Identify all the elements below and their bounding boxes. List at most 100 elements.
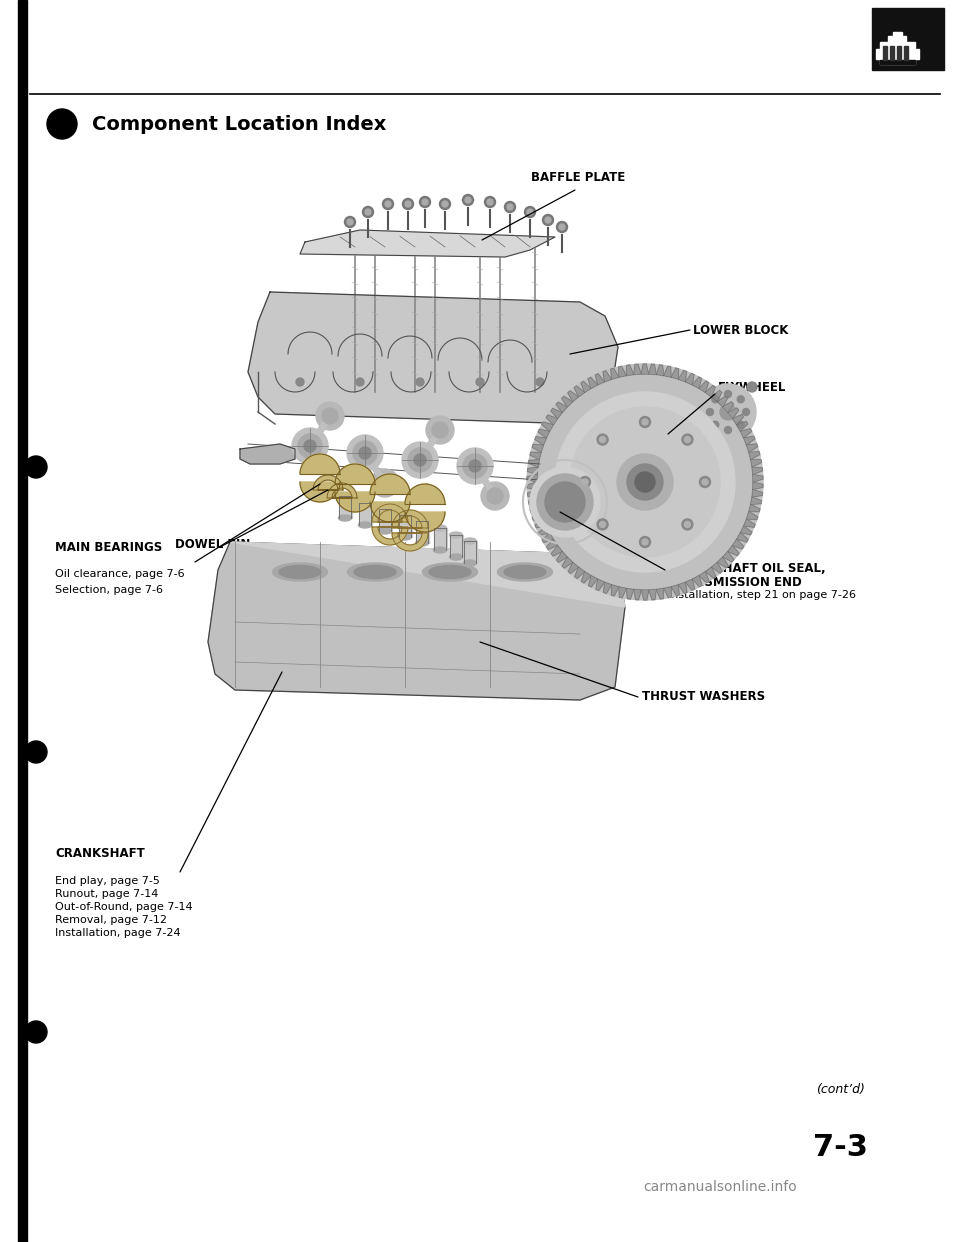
Circle shape [682, 433, 693, 445]
Circle shape [537, 474, 593, 530]
Circle shape [414, 455, 426, 466]
Polygon shape [732, 539, 744, 549]
Text: End play, page 7-5: End play, page 7-5 [55, 876, 160, 886]
Circle shape [371, 469, 399, 497]
Text: Selection, page 7-6: Selection, page 7-6 [55, 585, 163, 595]
Text: THRUST WASHERS: THRUST WASHERS [642, 689, 765, 703]
Ellipse shape [339, 493, 351, 499]
Text: (cont’d): (cont’d) [816, 1083, 864, 1097]
Polygon shape [744, 436, 755, 445]
Bar [890, 46, 894, 60]
Polygon shape [582, 571, 591, 582]
Polygon shape [535, 437, 546, 445]
Text: LOWER BLOCK: LOWER BLOCK [693, 323, 788, 337]
Circle shape [737, 396, 744, 402]
Polygon shape [535, 519, 546, 528]
Polygon shape [588, 575, 598, 587]
Polygon shape [539, 525, 550, 535]
Circle shape [402, 442, 438, 478]
Polygon shape [230, 542, 625, 607]
Ellipse shape [339, 515, 351, 520]
Polygon shape [736, 421, 748, 431]
Circle shape [465, 197, 471, 202]
Circle shape [426, 416, 454, 443]
Polygon shape [372, 527, 408, 545]
Text: Oil clearance, page 7-6: Oil clearance, page 7-6 [55, 569, 184, 579]
Circle shape [530, 467, 600, 537]
Text: TRANSMISSION END: TRANSMISSION END [668, 576, 802, 589]
Bar [914, 48, 919, 60]
Circle shape [536, 378, 544, 386]
Circle shape [570, 407, 720, 556]
Bar [339, 496, 352, 518]
Circle shape [557, 221, 567, 232]
Bar [883, 46, 887, 60]
Circle shape [363, 206, 373, 217]
Polygon shape [562, 396, 573, 407]
Circle shape [356, 378, 364, 386]
Circle shape [700, 477, 710, 488]
Polygon shape [405, 484, 445, 504]
Text: Installation, page 7-24: Installation, page 7-24 [55, 928, 180, 938]
Ellipse shape [398, 534, 412, 540]
Circle shape [353, 441, 377, 465]
Ellipse shape [449, 532, 463, 538]
Text: 7-3: 7-3 [812, 1133, 868, 1161]
Polygon shape [300, 482, 340, 502]
Polygon shape [527, 474, 538, 482]
Circle shape [385, 201, 391, 207]
Circle shape [345, 216, 355, 227]
Polygon shape [699, 381, 708, 392]
Polygon shape [575, 568, 585, 579]
Ellipse shape [378, 505, 392, 512]
Polygon shape [568, 563, 579, 574]
Text: CRANKSHAFT OIL SEAL,: CRANKSHAFT OIL SEAL, [668, 561, 826, 575]
Ellipse shape [464, 560, 476, 566]
Polygon shape [551, 409, 563, 419]
Text: BAFFLE PLATE: BAFFLE PLATE [531, 171, 625, 184]
Ellipse shape [464, 538, 476, 544]
Circle shape [711, 421, 719, 428]
Polygon shape [529, 497, 540, 504]
Polygon shape [626, 589, 634, 599]
Ellipse shape [422, 563, 477, 581]
Bar [880, 42, 915, 65]
Circle shape [559, 224, 565, 230]
Bar [450, 535, 463, 556]
Circle shape [737, 421, 744, 428]
Ellipse shape [354, 565, 396, 579]
Polygon shape [527, 482, 538, 489]
Circle shape [463, 455, 487, 478]
Polygon shape [546, 539, 558, 549]
Text: Runout, page 7-14: Runout, page 7-14 [55, 889, 158, 899]
Circle shape [545, 482, 585, 522]
Polygon shape [392, 510, 428, 528]
Ellipse shape [273, 563, 327, 581]
Polygon shape [692, 378, 702, 389]
Circle shape [365, 209, 371, 215]
Circle shape [25, 741, 47, 763]
Polygon shape [679, 582, 687, 594]
Polygon shape [551, 545, 563, 556]
Polygon shape [685, 579, 695, 590]
Polygon shape [723, 401, 733, 412]
Ellipse shape [449, 554, 463, 560]
Circle shape [711, 396, 719, 402]
Circle shape [597, 433, 608, 445]
Bar [893, 32, 902, 37]
Polygon shape [657, 589, 663, 599]
Polygon shape [753, 482, 763, 489]
Circle shape [597, 519, 608, 530]
Text: carmanualsonline.info: carmanualsonline.info [643, 1180, 797, 1194]
Circle shape [485, 196, 495, 207]
Polygon shape [567, 391, 579, 401]
Polygon shape [596, 579, 605, 590]
Ellipse shape [434, 546, 446, 553]
Text: MAIN BEARINGS: MAIN BEARINGS [55, 542, 162, 554]
Circle shape [47, 109, 77, 139]
Circle shape [304, 440, 316, 452]
Polygon shape [692, 575, 702, 586]
Polygon shape [706, 568, 716, 578]
Text: Out-of-Round, page 7-14: Out-of-Round, page 7-14 [55, 902, 193, 912]
Bar [416, 520, 429, 543]
